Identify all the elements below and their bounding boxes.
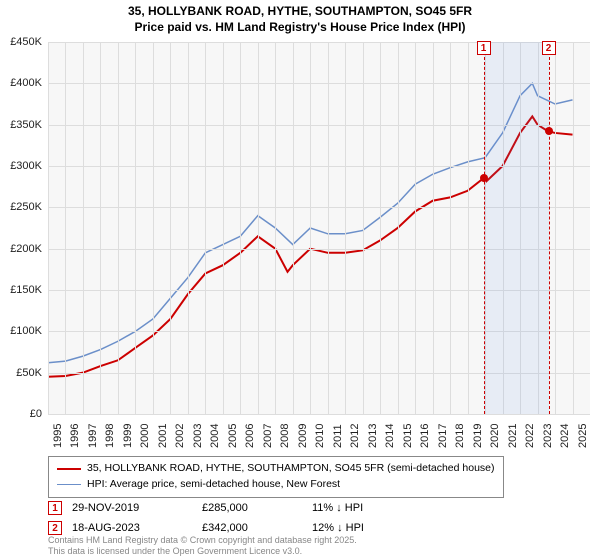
x-tick-label: 2016 (419, 424, 431, 448)
sale-pct: 11% ↓ HPI (312, 502, 432, 514)
credit-line1: Contains HM Land Registry data © Crown c… (48, 535, 357, 546)
x-tick-label: 2013 (367, 424, 379, 448)
x-tick-label: 2003 (192, 424, 204, 448)
sale-pct: 12% ↓ HPI (312, 522, 432, 534)
title-line2: Price paid vs. HM Land Registry's House … (0, 20, 600, 36)
legend-item: HPI: Average price, semi-detached house,… (57, 477, 495, 493)
x-tick-label: 2024 (559, 424, 571, 448)
marker-line (549, 42, 550, 414)
x-tick-label: 2021 (507, 424, 519, 448)
x-tick-label: 2018 (454, 424, 466, 448)
x-tick-label: 2012 (349, 424, 361, 448)
x-axis: 1995 1996 1997 1998 1999 2000 2001 2002 2003 2004… (48, 416, 590, 456)
x-tick-label: 2009 (297, 424, 309, 448)
sale-price: £342,000 (202, 522, 302, 534)
y-tick-label: £350K (10, 119, 42, 131)
x-tick-label: 2023 (542, 424, 554, 448)
y-tick-label: £200K (10, 243, 42, 255)
y-tick-label: £0 (30, 408, 42, 420)
legend: 35, HOLLYBANK ROAD, HYTHE, SOUTHAMPTON, … (48, 456, 504, 498)
title-line1: 35, HOLLYBANK ROAD, HYTHE, SOUTHAMPTON, … (0, 4, 600, 20)
sale-date: 18-AUG-2023 (72, 522, 192, 534)
marker-flag: 1 (477, 41, 491, 55)
credit-line2: This data is licensed under the Open Gov… (48, 546, 357, 557)
sale-flag: 2 (48, 521, 62, 535)
x-tick-label: 2001 (157, 424, 169, 448)
x-tick-label: 2008 (279, 424, 291, 448)
x-tick-label: 2011 (332, 424, 344, 448)
x-tick-label: 2002 (174, 424, 186, 448)
x-tick-label: 2005 (227, 424, 239, 448)
legend-item: 35, HOLLYBANK ROAD, HYTHE, SOUTHAMPTON, … (57, 461, 495, 477)
x-tick-label: 2010 (314, 424, 326, 448)
x-tick-label: 2025 (577, 424, 589, 448)
y-tick-label: £400K (10, 77, 42, 89)
sale-price: £285,000 (202, 502, 302, 514)
x-tick-label: 2015 (402, 424, 414, 448)
x-tick-label: 2000 (139, 424, 151, 448)
credit-text: Contains HM Land Registry data © Crown c… (48, 535, 357, 557)
x-tick-label: 2004 (209, 424, 221, 448)
marker-band (484, 42, 549, 414)
x-tick-label: 2007 (262, 424, 274, 448)
marker-flag: 2 (542, 41, 556, 55)
x-tick-label: 2006 (244, 424, 256, 448)
marker-dot (545, 127, 553, 135)
x-tick-label: 2022 (524, 424, 536, 448)
legend-swatch (57, 468, 81, 470)
y-tick-label: £450K (10, 36, 42, 48)
x-tick-label: 1998 (104, 424, 116, 448)
y-axis: £0£50K£100K£150K£200K£250K£300K£350K£400… (0, 42, 46, 414)
y-tick-label: £150K (10, 284, 42, 296)
x-tick-label: 2020 (489, 424, 501, 448)
y-tick-label: £250K (10, 201, 42, 213)
y-tick-label: £100K (10, 325, 42, 337)
sale-row: 1 29-NOV-2019 £285,000 11% ↓ HPI (48, 498, 590, 518)
sales-table: 1 29-NOV-2019 £285,000 11% ↓ HPI 2 18-AUG-202… (48, 498, 590, 538)
legend-label: HPI: Average price, semi-detached house,… (87, 477, 340, 493)
x-tick-label: 1996 (69, 424, 81, 448)
marker-dot (480, 174, 488, 182)
x-tick-label: 2019 (472, 424, 484, 448)
y-tick-label: £50K (16, 367, 42, 379)
y-tick-label: £300K (10, 160, 42, 172)
x-tick-label: 2014 (384, 424, 396, 448)
legend-label: 35, HOLLYBANK ROAD, HYTHE, SOUTHAMPTON, … (87, 461, 495, 477)
x-tick-label: 1997 (87, 424, 99, 448)
legend-swatch (57, 484, 81, 486)
x-tick-label: 2017 (437, 424, 449, 448)
chart-plot-area: 12 (48, 42, 590, 414)
sale-date: 29-NOV-2019 (72, 502, 192, 514)
x-tick-label: 1995 (52, 424, 64, 448)
x-tick-label: 1999 (122, 424, 134, 448)
marker-line (484, 42, 485, 414)
sale-flag: 1 (48, 501, 62, 515)
